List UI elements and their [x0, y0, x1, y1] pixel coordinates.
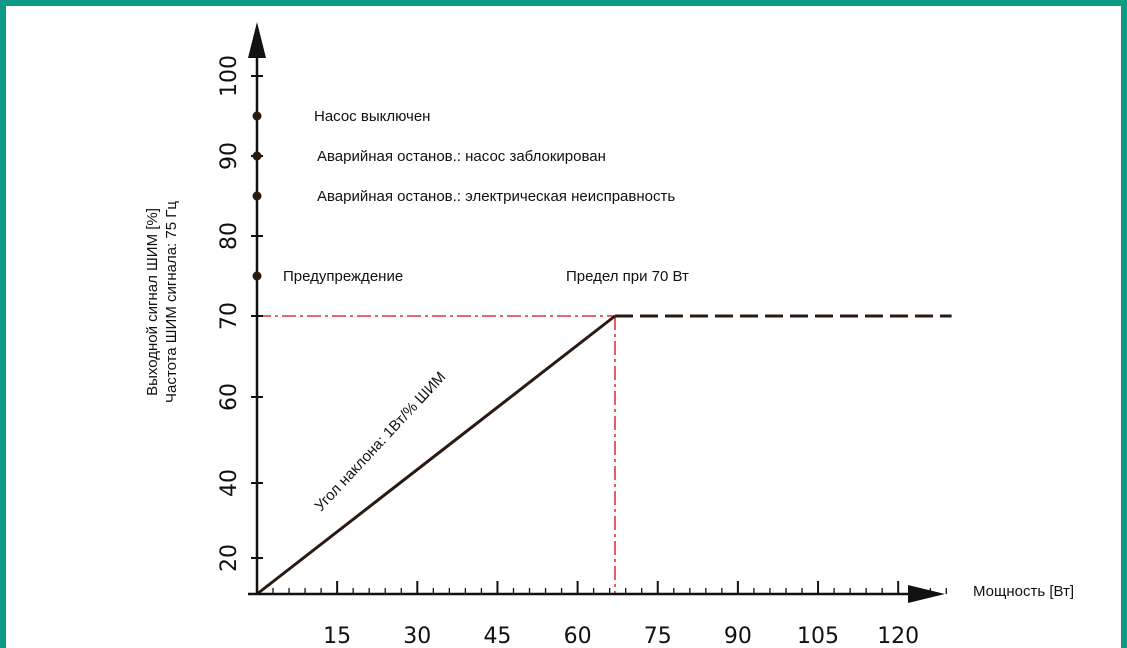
- limit-annotation: Предел при 70 Вт: [566, 268, 689, 285]
- series-line-0: [256, 314, 616, 596]
- x-tick-label-1: 30: [403, 624, 431, 648]
- x-tick-label-4: 75: [644, 624, 672, 648]
- x-tick-label-3: 60: [564, 624, 592, 648]
- x-axis-title: Мощность [Вт]: [973, 583, 1074, 600]
- marker-dot-3: [252, 111, 262, 121]
- y-tick-label-6: 100: [217, 55, 242, 97]
- marker-label-3: Насос выключен: [314, 108, 430, 125]
- y-axis-title-line1: Выходной сигнал ШИМ [%]: [144, 208, 161, 396]
- marker-label-1: Аварийная останов.: электрическая неиспр…: [317, 188, 675, 205]
- y-tick-label-0: 20: [217, 544, 242, 572]
- slope-annotation: Угол наклона: 1Вт/% ШИМ: [311, 369, 449, 515]
- x-axis-arrow-icon: [908, 585, 945, 603]
- marker-dot-0: [252, 271, 262, 281]
- marker-label-2: Аварийная останов.: насос заблокирован: [317, 148, 606, 165]
- y-axis-title-line2: Частота ШИМ сигнала: 75 Гц: [163, 201, 180, 403]
- y-axis-arrow-icon: [248, 22, 266, 58]
- marker-dot-2: [252, 151, 262, 161]
- y-tick-label-5: 90: [217, 142, 242, 170]
- marker-dot-1: [252, 191, 262, 201]
- x-tick-label-2: 45: [483, 624, 511, 648]
- y-tick-label-4: 80: [217, 222, 242, 250]
- x-tick-label-7: 120: [877, 624, 919, 648]
- y-tick-label-1: 40: [217, 469, 242, 497]
- x-tick-label-5: 90: [724, 624, 752, 648]
- y-tick-label-2: 60: [217, 383, 242, 411]
- x-tick-label-0: 15: [323, 624, 351, 648]
- y-tick-label-3: 70: [217, 302, 242, 330]
- marker-label-0: Предупреждение: [283, 268, 403, 285]
- x-tick-label-6: 105: [797, 624, 839, 648]
